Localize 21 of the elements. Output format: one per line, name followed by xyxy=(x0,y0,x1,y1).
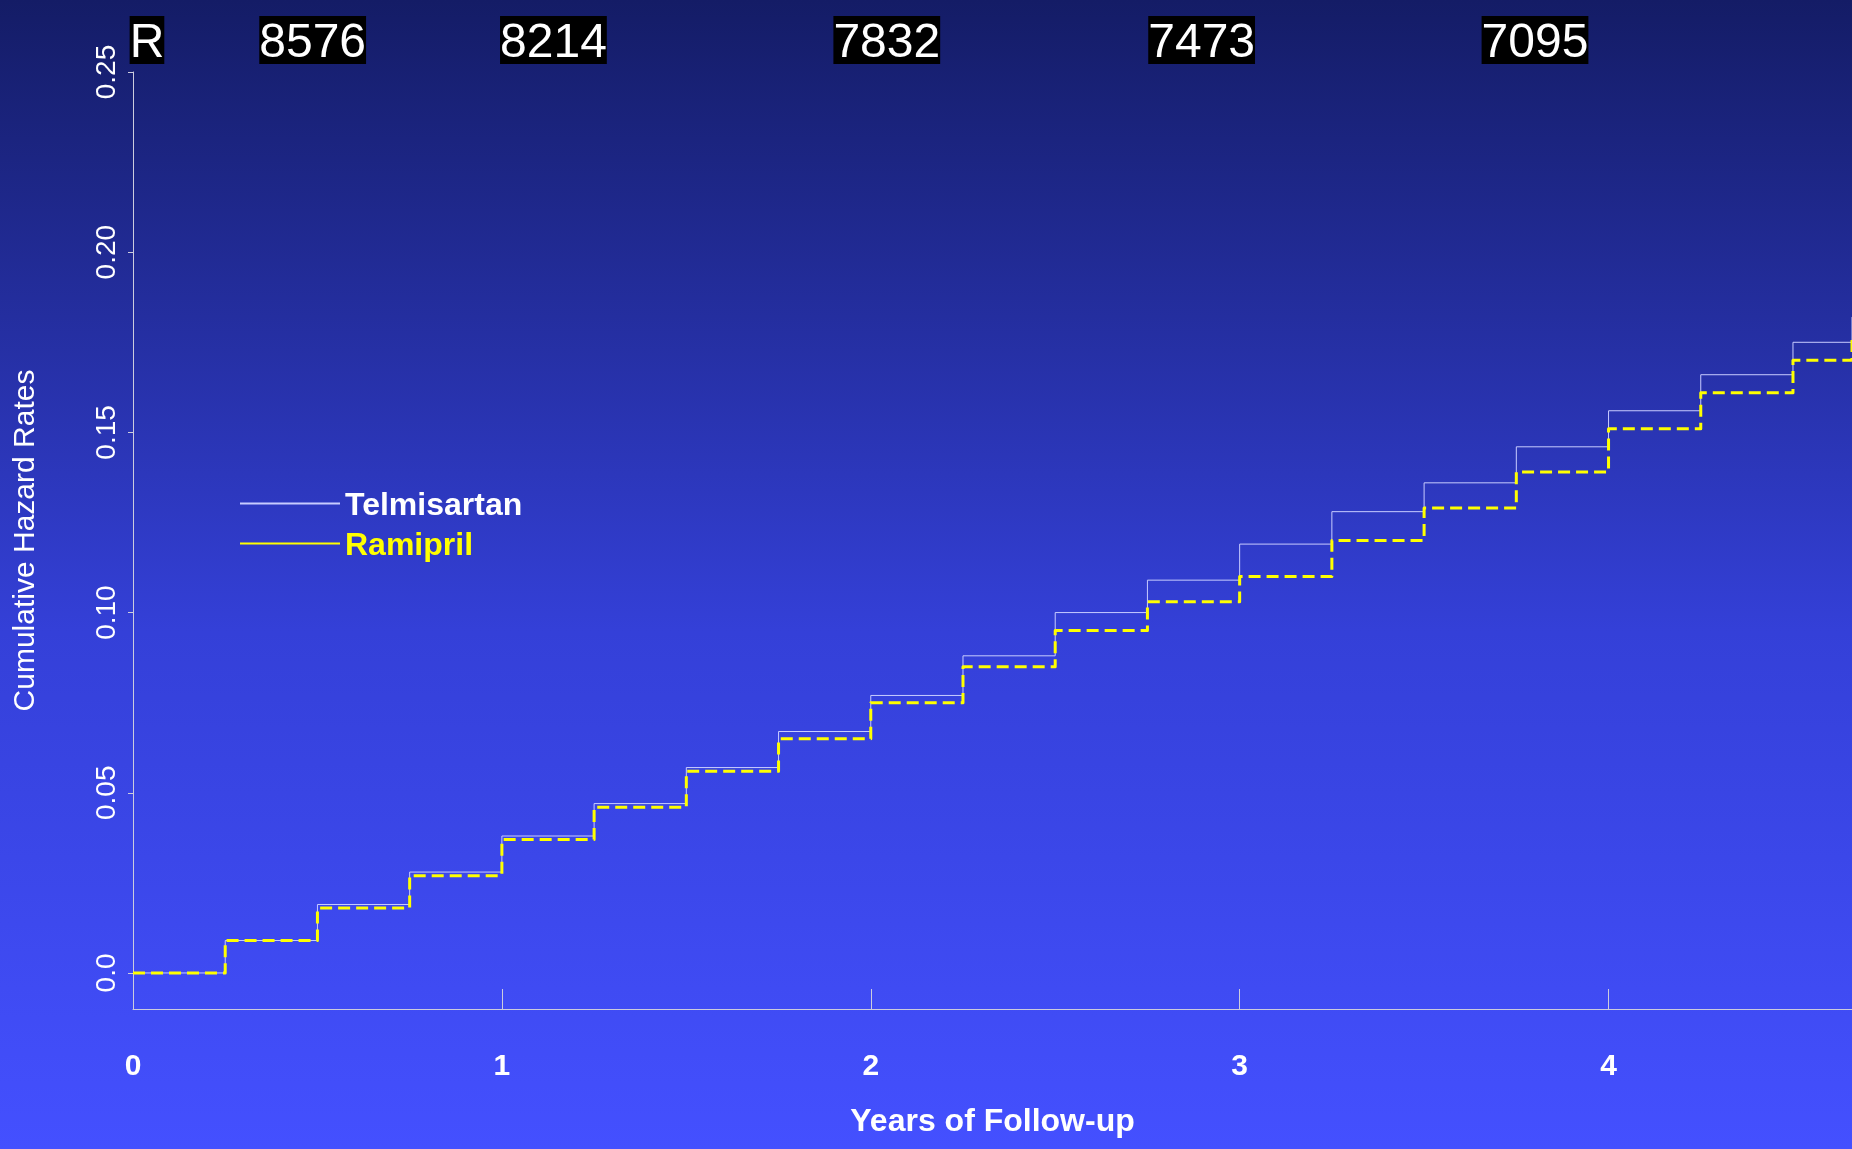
text: R xyxy=(129,13,165,67)
y-tick-label: 0.10 xyxy=(89,585,121,640)
x-tick-label: 0 xyxy=(124,1047,142,1081)
legend-label: Telmisartan xyxy=(345,485,523,522)
x-axis-title: Years of Follow-up xyxy=(850,1102,1135,1138)
y-tick-label: 0.20 xyxy=(89,224,121,280)
legend-label: Ramipril xyxy=(345,525,474,562)
y-tick-label: 0.25 xyxy=(89,44,121,100)
y-tick-label: 0.0 xyxy=(89,953,121,993)
x-tick-label: 3 xyxy=(1231,1047,1248,1081)
y-tick-label: 0.05 xyxy=(89,765,121,821)
x-tick-label: 4 xyxy=(1600,1047,1618,1081)
x-tick-label: 2 xyxy=(862,1047,880,1081)
text: 8214 xyxy=(500,13,607,67)
text: 7095 xyxy=(1481,13,1589,67)
x-tick-label: 1 xyxy=(493,1047,511,1081)
text: 7473 xyxy=(1148,13,1256,67)
y-axis-title: Cumulative Hazard Rates xyxy=(6,369,40,712)
text: 8576 xyxy=(259,13,367,67)
text: 7832 xyxy=(833,13,941,67)
y-tick-label: 0.15 xyxy=(89,405,121,460)
